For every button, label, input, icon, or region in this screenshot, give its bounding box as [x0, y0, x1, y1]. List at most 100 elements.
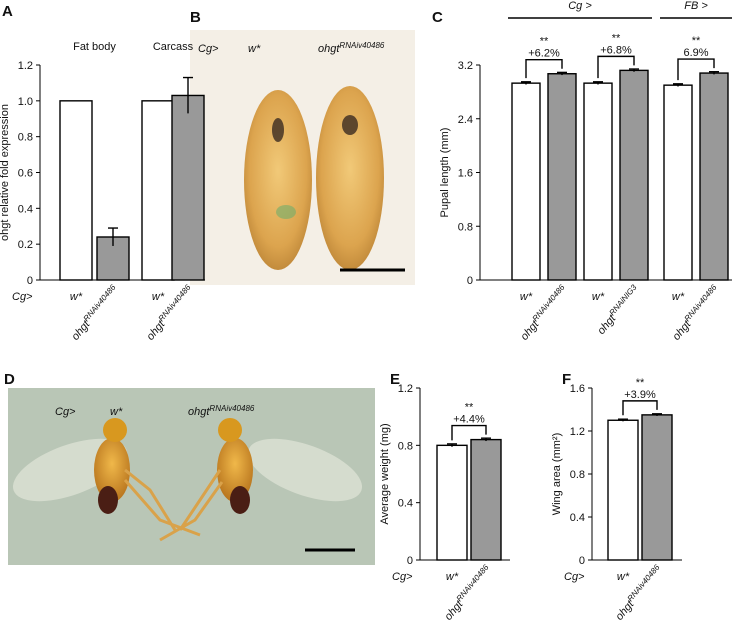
x-tick-label-sup: RNAiv40486 — [455, 563, 491, 604]
bar — [607, 419, 639, 561]
photo-d — [8, 388, 375, 565]
sig-change: +4.4% — [453, 414, 485, 426]
sig-change: 6.9% — [683, 47, 708, 59]
group-label: Carcass — [153, 41, 194, 53]
sig-stars: ** — [692, 35, 701, 47]
y-tick-label: 1.6 — [458, 168, 473, 180]
sig-bracket — [525, 59, 563, 79]
y-tick-label: 0 — [467, 275, 473, 287]
photo-label: ohgt — [318, 43, 340, 55]
error-bar — [629, 68, 639, 72]
panel-label: C — [432, 9, 443, 26]
error-bar — [673, 83, 683, 87]
x-tick-label-sup: RNAiv40486 — [531, 283, 567, 324]
panel-label: E — [390, 371, 400, 388]
y-tick-label: 1.2 — [570, 426, 585, 438]
x-prefix: Cg> — [392, 571, 413, 583]
bar — [663, 84, 693, 281]
group-label: FB > — [684, 0, 708, 12]
x-tick-label-sup: RNAiv40486 — [82, 283, 118, 324]
sig-change: +3.9% — [624, 389, 656, 401]
photo-label: w* — [248, 43, 261, 55]
y-tick-label: 0.4 — [570, 512, 585, 524]
x-tick-label: w* — [672, 291, 685, 303]
y-tick-label: 1.2 — [398, 383, 413, 395]
panel-label: F — [562, 371, 571, 388]
error-bar — [183, 76, 193, 114]
panel-label: A — [2, 3, 13, 20]
bar — [59, 100, 93, 281]
error-bar — [593, 81, 603, 85]
panel-label: D — [4, 371, 15, 388]
bar — [583, 82, 613, 281]
y-tick-label: 0 — [407, 555, 413, 567]
photo-label: ohgtRNAiv40486 — [318, 41, 385, 55]
photo-label: w* — [110, 406, 123, 418]
bar — [699, 72, 729, 281]
photo-prefix: Cg> — [55, 406, 76, 418]
x-tick-label: w* — [520, 291, 533, 303]
sig-change: +6.8% — [600, 44, 632, 56]
y-tick-label: 0.8 — [18, 132, 33, 144]
bar — [547, 73, 577, 281]
sig-stars: ** — [612, 32, 621, 44]
y-tick-label: 0.4 — [18, 203, 33, 215]
bar — [141, 100, 175, 281]
error-bar — [557, 71, 567, 76]
x-tick-label: w* — [617, 571, 630, 583]
x-tick-label: w* — [152, 291, 165, 303]
photo-label: ohgt — [188, 406, 210, 418]
error-bar — [481, 437, 491, 442]
sig-change: +6.2% — [528, 48, 560, 60]
x-prefix: Cg> — [564, 571, 585, 583]
photo-label-sup: RNAiv40486 — [209, 404, 254, 413]
photo-label-sup: RNAiv40486 — [339, 41, 384, 50]
sig-stars: ** — [636, 377, 645, 389]
bar — [470, 438, 502, 561]
error-bar — [709, 71, 719, 75]
y-tick-label: 0 — [27, 275, 33, 287]
y-tick-label: 0 — [579, 555, 585, 567]
photo-prefix: Cg> — [198, 43, 219, 55]
bar — [641, 414, 673, 561]
y-tick-label: 1.2 — [18, 60, 33, 72]
error-bar — [447, 443, 457, 447]
bar — [436, 444, 468, 561]
x-prefix: Cg> — [12, 291, 33, 303]
x-tick-label-sup: RNAiv40486 — [626, 563, 662, 604]
error-bar — [521, 81, 531, 85]
x-tick-label: w* — [70, 291, 83, 303]
sig-bracket — [622, 400, 658, 416]
bar — [619, 69, 649, 281]
y-axis-label: Pupal length (mm) — [439, 128, 451, 218]
sig-bracket — [597, 55, 635, 79]
group-label: Cg > — [568, 0, 592, 12]
y-tick-label: 2.4 — [458, 114, 473, 126]
x-tick-label-sup: RNAiNIG3 — [608, 283, 639, 318]
error-bar — [652, 413, 662, 416]
error-bar — [108, 227, 118, 246]
y-tick-label: 0.8 — [570, 469, 585, 481]
y-tick-label: 0.6 — [18, 168, 33, 180]
group-label: Fat body — [73, 41, 116, 53]
x-tick-label: w* — [446, 571, 459, 583]
error-bar — [618, 418, 628, 422]
y-tick-label: 0.4 — [398, 498, 413, 510]
y-tick-label: 0.8 — [458, 221, 473, 233]
panel-label: B — [190, 9, 201, 26]
x-tick-label: w* — [592, 291, 605, 303]
sig-bracket — [451, 424, 487, 441]
y-tick-label: 1.6 — [570, 383, 585, 395]
y-tick-label: 0.2 — [18, 239, 33, 251]
bar — [511, 82, 541, 281]
x-tick-label-sup: RNAiv40486 — [683, 283, 719, 324]
sig-stars: ** — [540, 36, 549, 48]
y-axis-label: Wing area (mm²) — [551, 433, 563, 516]
y-tick-label: 0.8 — [398, 440, 413, 452]
sig-stars: ** — [465, 402, 474, 414]
photo-label: ohgtRNAiv40486 — [188, 404, 255, 418]
y-tick-label: 3.2 — [458, 60, 473, 72]
y-tick-label: 1.0 — [18, 96, 33, 108]
bar — [171, 94, 205, 281]
